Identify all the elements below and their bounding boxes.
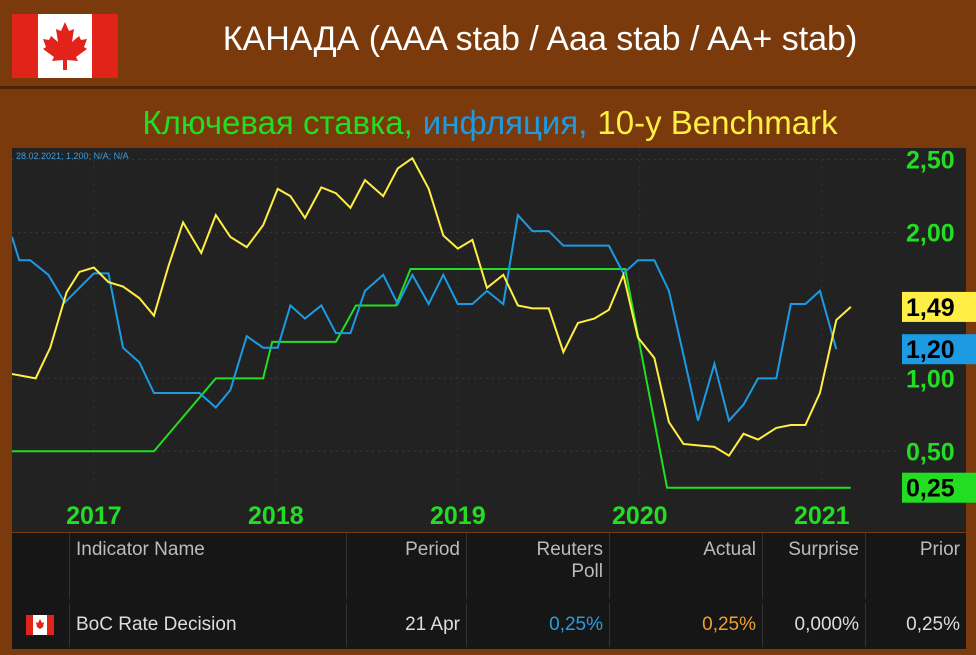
x-tick-label: 2021 — [794, 502, 850, 530]
flag-icon — [26, 615, 54, 635]
cell: 0,25% — [467, 603, 610, 647]
header-cell — [12, 533, 70, 599]
flag-cell — [12, 603, 70, 647]
header-cell: Reuters Poll — [467, 533, 610, 599]
legend-entry: инфляция, — [423, 104, 588, 141]
y-tick-label: 0,50 — [906, 438, 955, 466]
series-line — [12, 268, 851, 489]
end-label: 0,25 — [906, 475, 955, 503]
cell: BoC Rate Decision — [70, 603, 347, 647]
x-tick-label: 2018 — [248, 502, 304, 530]
separator — [0, 86, 976, 89]
subtitle: Ключевая ставка, инфляция, 10-у Benchmark — [142, 104, 838, 141]
end-label-box — [902, 291, 976, 322]
series-line — [12, 212, 838, 423]
annotation: 28.02.2021; 1,200; N/A; N/A — [16, 151, 129, 161]
legend-entry: Ключевая ставка, — [142, 104, 412, 141]
header-cell: Surprise — [763, 533, 866, 599]
header-cell: Period — [347, 533, 467, 599]
end-label: 1,20 — [906, 336, 955, 364]
end-label-box — [902, 334, 976, 365]
series-line — [12, 156, 852, 457]
flag — [12, 14, 118, 78]
table: Indicator Name Period Reuters Poll Actua… — [12, 533, 966, 649]
header-cell: Prior — [919, 539, 960, 560]
x-tick-label: 2017 — [66, 502, 122, 530]
cell: 21 Apr — [347, 603, 467, 647]
y-tick-label: 2,00 — [906, 220, 955, 248]
x-tick-label: 2020 — [612, 502, 668, 530]
x-tick-label: 2019 — [430, 502, 486, 530]
cell: 0,000% — [763, 603, 866, 647]
header-cell: Actual — [610, 533, 763, 599]
y-tick-label: 1,00 — [906, 365, 955, 393]
end-label-box — [902, 472, 976, 503]
cell: 0,25% — [610, 603, 763, 647]
end-label: 1,49 — [906, 294, 955, 322]
legend-entry: 10-у Benchmark — [597, 104, 838, 141]
plot-background — [12, 148, 966, 532]
cell: 0,25% — [906, 614, 960, 635]
y-tick-label: 2,50 — [906, 147, 955, 175]
header-cell: Indicator Name — [70, 533, 347, 599]
title: КАНАДА (AAA stab / Aaa stab / AA+ stab) — [223, 20, 858, 58]
